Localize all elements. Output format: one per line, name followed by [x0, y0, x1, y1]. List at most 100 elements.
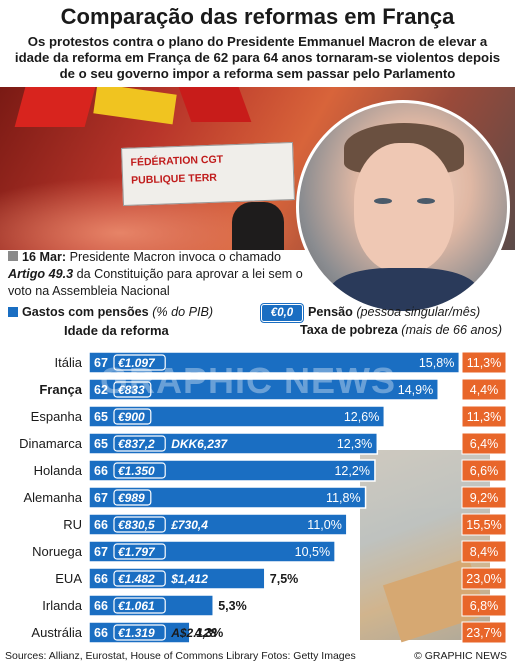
value-label: 12,6% — [344, 410, 379, 424]
category-label: Espanha — [31, 409, 83, 424]
retirement-age-label: 66 — [94, 626, 108, 640]
banner-line-1: FÉDÉRATION CGT — [130, 153, 224, 169]
category-label: Itália — [55, 355, 83, 370]
banner-line-2: PUBLIQUE TERR — [130, 171, 218, 187]
bar — [88, 378, 439, 401]
legend-spending-unit: (% do PIB) — [152, 305, 214, 319]
note-text-2: da Constituição para aprovar a lei sem o… — [8, 267, 303, 298]
value-label: 14,9% — [398, 383, 433, 397]
retirement-age-label: 67 — [94, 545, 108, 559]
retirement-age-label: 65 — [94, 437, 108, 451]
poverty-cell — [461, 378, 507, 401]
bar — [88, 567, 266, 590]
category-label: EUA — [55, 571, 82, 586]
pension-pill — [113, 570, 166, 587]
event-note: 16 Mar: Presidente Macron invoca o chama… — [8, 249, 308, 300]
retirement-age-label: 65 — [94, 410, 108, 424]
poverty-header-unit: (mais de 66 anos) — [401, 323, 503, 337]
legend-pension-label: Pensão — [308, 305, 353, 319]
retirement-age-label: 66 — [94, 464, 108, 478]
watermark-text: GRAPHIC NEWS — [100, 360, 397, 401]
category-label: Noruega — [32, 544, 83, 559]
portrait-face — [354, 143, 454, 273]
category-label: Dinamarca — [19, 436, 83, 451]
pension-eur-label: €1.319 — [118, 626, 155, 640]
poverty-label: 23,0% — [466, 572, 501, 586]
red-flag-shape — [178, 87, 252, 122]
pension-eur-label: €833 — [118, 383, 145, 397]
poverty-label: 8,4% — [470, 545, 499, 559]
value-label: 12,3% — [337, 437, 372, 451]
note-bullet-icon — [8, 251, 18, 261]
pension-eur-label: €1.797 — [118, 545, 156, 559]
page-title: Comparação das reformas em França — [60, 4, 455, 29]
pension-eur-label: €830,5 — [118, 518, 155, 532]
value-label: 11,8% — [326, 491, 361, 505]
note-text-1: Presidente Macron invoca o chamado — [66, 250, 282, 264]
legend-bar-swatch — [8, 307, 18, 317]
value-label: 7,5% — [270, 572, 299, 586]
legend-pension-unit: (pessoa singular/mês) — [356, 305, 481, 319]
note-date: 16 Mar: — [22, 250, 67, 264]
poverty-label: 15,5% — [466, 518, 501, 532]
pension-pill — [113, 435, 166, 452]
poverty-cell — [461, 432, 507, 455]
poverty-label: 6,8% — [470, 599, 499, 613]
value-label: 12,2% — [334, 464, 369, 478]
poverty-cell — [461, 405, 507, 428]
poverty-cell — [461, 540, 507, 563]
category-label: Irlanda — [42, 598, 83, 613]
protester-figure — [232, 202, 284, 250]
pension-pill — [113, 516, 166, 533]
pension-local-label: £730,4 — [170, 518, 208, 532]
note-article: Artigo 49.3 — [8, 267, 74, 281]
category-label: Alemanha — [23, 490, 82, 505]
retirement-age-label: 67 — [94, 356, 108, 370]
pension-pill — [113, 624, 166, 641]
pension-eur-label: €900 — [118, 410, 145, 424]
bar — [88, 594, 214, 617]
value-label: 11,0% — [307, 518, 342, 532]
pension-eur-label: €1.482 — [118, 572, 155, 586]
pension-eur-label: €1.097 — [118, 356, 156, 370]
legend-spending: Gastos com pensões (% do PIB) — [8, 305, 213, 319]
value-label: 10,5% — [295, 545, 330, 559]
poverty-cell — [461, 567, 507, 590]
pension-pill — [113, 381, 152, 398]
category-label: Holanda — [34, 463, 83, 478]
column-header-age: Idade da reforma — [64, 323, 169, 338]
yellow-flag-shape — [93, 87, 177, 125]
poverty-label: 11,3% — [467, 410, 502, 424]
poverty-cell — [461, 513, 507, 536]
legend-spending-label: Gastos com pensões — [22, 305, 149, 319]
column-header-poverty: Taxa de pobreza (mais de 66 anos) — [300, 323, 502, 337]
poverty-header-label: Taxa de pobreza — [300, 323, 398, 337]
pension-pill — [113, 462, 166, 479]
bar — [88, 432, 379, 455]
category-label: França — [39, 382, 82, 397]
pension-chart: Itália 67 €1.097 15,8% 11,3% França 62 €833 14,9… — [19, 351, 507, 644]
poverty-cell — [461, 621, 507, 644]
pension-pill — [113, 408, 152, 425]
retirement-age-label: 62 — [94, 383, 108, 397]
value-label: 15,8% — [419, 356, 454, 370]
pension-eur-label: €1.061 — [118, 599, 155, 613]
pension-pill — [113, 354, 166, 371]
pension-eur-label: €837,2 — [118, 437, 155, 451]
bar — [88, 513, 348, 536]
bar — [88, 351, 461, 374]
poverty-cell — [461, 486, 507, 509]
retirement-age-label: 66 — [94, 572, 108, 586]
pension-local-label: $1,412 — [170, 572, 208, 586]
bar — [88, 486, 367, 509]
poverty-label: 4,4% — [470, 383, 499, 397]
footer-credit: © GRAPHIC NEWS — [414, 650, 507, 662]
retirement-age-label: 67 — [94, 491, 108, 505]
portrait-eye — [417, 198, 435, 204]
value-label: 5,3% — [218, 599, 247, 613]
retirement-age-label: 66 — [94, 599, 108, 613]
pension-pill — [113, 489, 152, 506]
poverty-cell — [461, 351, 507, 374]
pension-eur-label: €1.350 — [118, 464, 155, 478]
legend-pension: Pensão (pessoa singular/mês) — [308, 305, 480, 319]
